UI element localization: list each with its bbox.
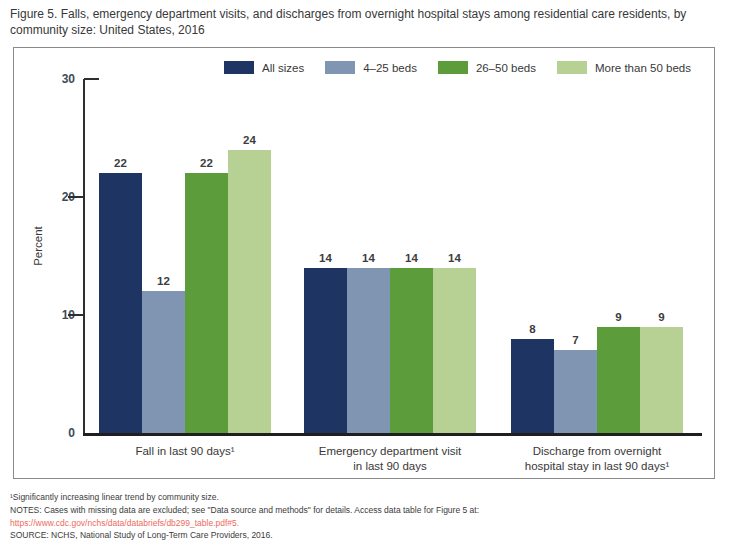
footnote-notes: NOTES: Cases with missing data are exclu… bbox=[10, 504, 720, 517]
bar-value-label: 8 bbox=[511, 322, 554, 336]
bar-value-label: 24 bbox=[228, 133, 271, 147]
bar-1-1 bbox=[347, 268, 390, 433]
bar-value-label: 12 bbox=[142, 274, 185, 288]
bar-1-0 bbox=[304, 268, 347, 433]
bar-value-label: 7 bbox=[554, 333, 597, 347]
bar-2-0 bbox=[511, 339, 554, 433]
bar-1-3 bbox=[433, 268, 476, 433]
data-table-link[interactable]: https://www.cdc.gov/nchs/data/databriefs… bbox=[10, 517, 720, 530]
bar-value-label: 22 bbox=[185, 156, 228, 170]
bar-0-2 bbox=[185, 173, 228, 433]
footnote-significance: ¹Significantly increasing linear trend b… bbox=[10, 491, 720, 504]
plot-area: 302010022122224Fall in last 90 days¹1414… bbox=[14, 48, 714, 478]
figure-title: Figure 5. Falls, emergency department vi… bbox=[10, 7, 718, 38]
x-category-label: Emergency department visit in last 90 da… bbox=[270, 444, 510, 474]
y-axis-top-cap bbox=[84, 78, 99, 80]
bar-2-2 bbox=[597, 327, 640, 433]
chart-area: All sizes4–25 beds26–50 bedsMore than 50… bbox=[13, 47, 715, 479]
y-tick-label: 0 bbox=[41, 425, 75, 441]
x-category-label: Discharge from overnight hospital stay i… bbox=[477, 444, 717, 474]
y-tick-label: 30 bbox=[41, 71, 75, 87]
bar-value-label: 9 bbox=[597, 310, 640, 324]
bar-1-2 bbox=[390, 268, 433, 433]
bar-2-3 bbox=[640, 327, 683, 433]
footnotes: ¹Significantly increasing linear trend b… bbox=[10, 491, 720, 542]
footnote-source: SOURCE: NCHS, National Study of Long-Ter… bbox=[10, 529, 720, 542]
x-category-label: Fall in last 90 days¹ bbox=[65, 444, 305, 459]
y-axis-line bbox=[83, 79, 85, 433]
x-axis-line bbox=[83, 433, 702, 436]
bar-value-label: 22 bbox=[99, 156, 142, 170]
bar-value-label: 14 bbox=[304, 251, 347, 265]
bar-0-0 bbox=[99, 173, 142, 433]
bar-value-label: 14 bbox=[390, 251, 433, 265]
bar-0-3 bbox=[228, 150, 271, 433]
bar-value-label: 14 bbox=[433, 251, 476, 265]
bar-0-1 bbox=[142, 291, 185, 433]
bar-2-1 bbox=[554, 350, 597, 433]
bar-value-label: 9 bbox=[640, 310, 683, 324]
bar-value-label: 14 bbox=[347, 251, 390, 265]
